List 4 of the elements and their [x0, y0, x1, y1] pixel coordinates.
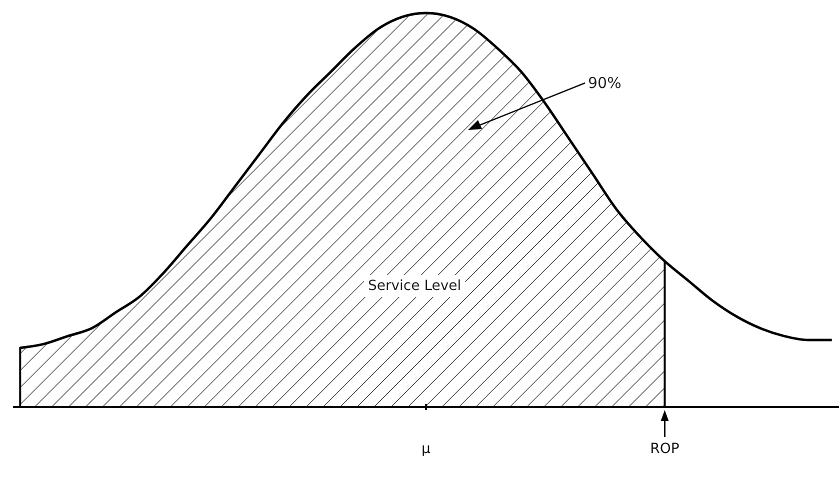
x-tick-label: μ: [422, 440, 431, 457]
annotation: Service Level: [368, 278, 462, 294]
x-tick-label: ROP: [650, 440, 680, 457]
annotation: 90%: [588, 74, 622, 92]
